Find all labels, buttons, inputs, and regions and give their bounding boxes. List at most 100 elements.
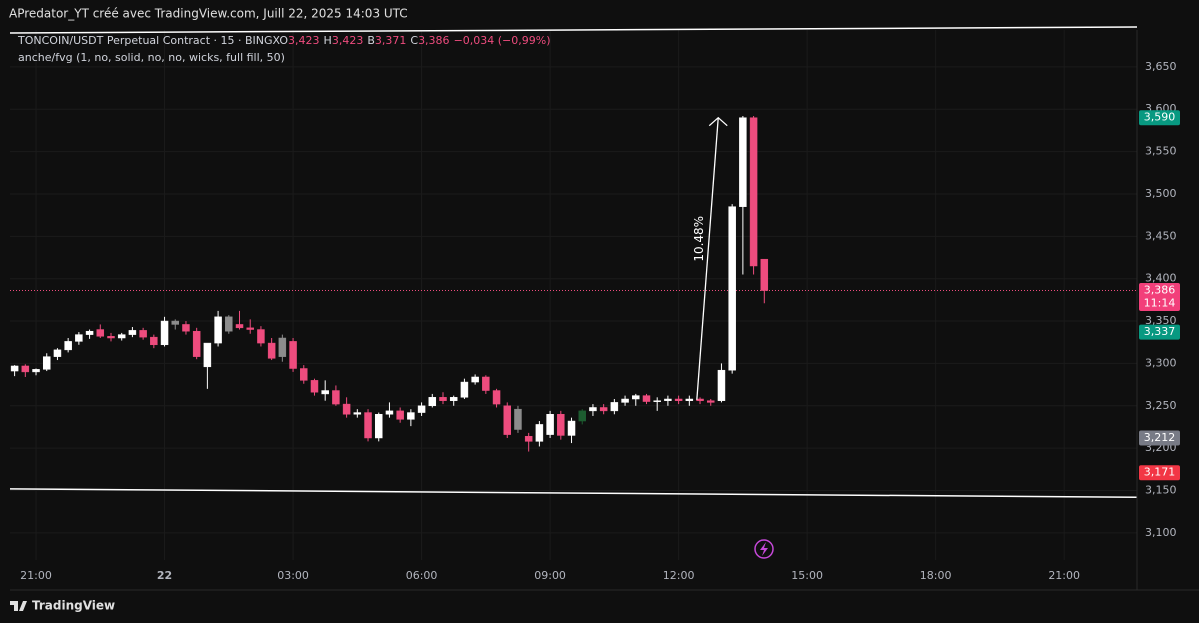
event-icon <box>760 542 768 556</box>
candle-body <box>342 403 351 415</box>
candle-body <box>85 330 94 335</box>
annotation-text: 10.48% <box>692 216 706 262</box>
x-tick-label: 22 <box>157 569 172 582</box>
caption: APredator_YT créé avec TradingView.com, … <box>9 7 408 21</box>
candle-body <box>482 376 490 391</box>
candle-body <box>749 117 758 267</box>
ohlc-key: H <box>324 34 332 47</box>
candle-body <box>417 405 426 413</box>
price-tag-label: 3,590 <box>1144 111 1176 124</box>
change: −0,034 (−0,99%) <box>454 34 551 47</box>
candle-body <box>53 349 62 357</box>
candle-body <box>225 316 233 332</box>
candle-body <box>535 424 544 442</box>
candle-body <box>353 412 362 415</box>
candle-body <box>685 398 694 401</box>
x-tick-label: 06:00 <box>406 569 438 582</box>
candle-body <box>10 365 19 372</box>
price-tag <box>1139 430 1180 446</box>
candle-body <box>546 414 554 435</box>
candle-body <box>310 380 319 393</box>
x-tick-label: 12:00 <box>663 569 695 582</box>
candle-body <box>653 400 661 402</box>
candle-body <box>32 369 40 373</box>
candle-body <box>21 365 30 373</box>
logo: TradingView <box>10 599 115 613</box>
candle-body <box>278 337 287 357</box>
candle-body <box>257 329 265 344</box>
candle-body <box>728 206 736 371</box>
candle-body <box>128 330 137 335</box>
candle-body <box>364 412 372 439</box>
candle-body <box>642 395 651 402</box>
candle-body <box>514 408 522 430</box>
candle-body <box>407 412 415 420</box>
candle-body <box>171 320 180 325</box>
candle-body <box>557 414 565 436</box>
candle-body <box>706 400 715 403</box>
ohlc-key: C <box>410 34 418 47</box>
indicator: anche/fvg (1, no, solid, no, no, wicks, … <box>18 51 285 64</box>
candle-body <box>374 414 383 439</box>
candle-body <box>214 316 222 344</box>
candle-body <box>610 402 619 412</box>
candle-body <box>192 330 201 357</box>
candle-body <box>503 405 512 435</box>
candle-body <box>246 327 254 330</box>
price-tag-label: 3,212 <box>1144 431 1176 444</box>
candle-body <box>717 369 726 401</box>
candle-body <box>42 356 51 370</box>
brand: TradingView <box>32 599 115 613</box>
candle-body <box>321 390 329 395</box>
candle-body <box>621 398 629 403</box>
candle-body <box>385 410 394 415</box>
ohlc-value: 3,371 <box>375 34 407 47</box>
candle-body <box>267 342 276 359</box>
y-tick-label: 3,400 <box>1145 272 1177 285</box>
arrow-head <box>708 116 728 127</box>
candle-body <box>492 390 501 405</box>
candle-body <box>578 410 586 422</box>
price-tag <box>1139 465 1180 481</box>
candle-body <box>599 407 608 412</box>
price-tag-label: 3,171 <box>1144 466 1176 479</box>
candle-body <box>696 398 704 401</box>
candle-body <box>64 341 72 351</box>
plot: 10.48% <box>9 26 1138 560</box>
event-icon[interactable] <box>754 539 774 559</box>
candle-body <box>117 334 126 339</box>
ohlc-value: 3,423 <box>332 34 364 47</box>
candle-body <box>289 341 297 369</box>
candle-body <box>332 390 340 405</box>
ohlc-key: B <box>367 34 375 47</box>
candle-body <box>524 436 533 442</box>
ohlc-value: 3,386 <box>418 34 450 47</box>
candle-body <box>567 420 576 436</box>
candle-body <box>739 117 747 207</box>
trendline <box>9 488 1138 499</box>
candle-body <box>471 376 479 383</box>
x-tick-label: 21:00 <box>1048 569 1080 582</box>
y-tick-label: 3,450 <box>1145 229 1177 242</box>
price-tag <box>1139 324 1180 340</box>
symbol: TONCOIN/USDT Perpetual Contract · 15 · B… <box>17 34 551 47</box>
candle-body <box>589 407 597 412</box>
candle-body <box>396 410 404 420</box>
candle-body <box>449 397 458 401</box>
x-tick-label: 15:00 <box>791 569 823 582</box>
measure-arrow <box>696 117 719 400</box>
y-tick-label: 3,150 <box>1145 484 1177 497</box>
x-tick-label: 09:00 <box>534 569 566 582</box>
candle-body <box>439 397 447 401</box>
candle-body <box>760 258 769 291</box>
price-tag-label: 3,337 <box>1144 325 1176 338</box>
candle-body <box>160 320 169 346</box>
ohlc-value: 3,423 <box>288 34 320 47</box>
y-tick-label: 3,300 <box>1145 356 1177 369</box>
ohlc-key: O <box>279 34 288 47</box>
price-tag-label: 3,386 <box>1144 284 1176 297</box>
x-tick-label: 18:00 <box>920 569 952 582</box>
